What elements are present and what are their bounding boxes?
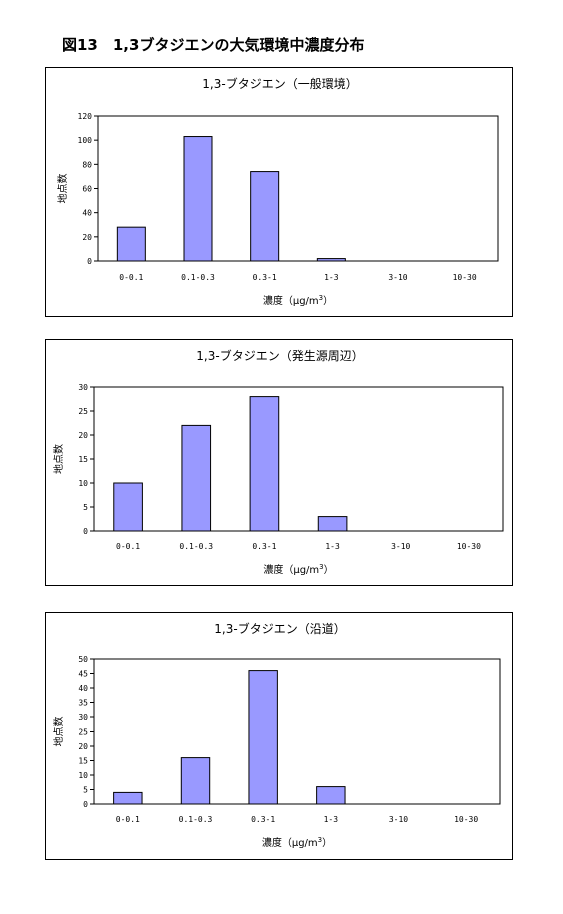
x-axis-label: 濃度（μg/m3） [263, 563, 333, 576]
y-tick-label: 0 [87, 257, 92, 266]
y-tick-label: 5 [83, 503, 88, 512]
y-axis-label: 地点数 [52, 444, 65, 474]
x-tick-label: 0-0.1 [116, 815, 140, 824]
bar-0-0.1 [113, 482, 143, 532]
bar-0.1-0.3 [181, 424, 212, 532]
y-tick-label: 45 [78, 670, 88, 679]
y-tick-label: 0 [83, 800, 88, 809]
y-tick-label: 25 [78, 728, 88, 737]
y-tick-label: 0 [83, 527, 88, 536]
chart-title: 1,3-ブタジエン（一般環境） [202, 76, 357, 91]
y-tick-label: 10 [78, 479, 88, 488]
y-tick-label: 50 [78, 655, 88, 664]
x-tick-label: 0.1-0.3 [181, 273, 215, 282]
y-tick-label: 5 [83, 786, 88, 795]
y-tick-label: 60 [82, 185, 92, 194]
x-tick-label: 0.3-1 [252, 542, 276, 551]
y-tick-label: 10 [78, 771, 88, 780]
chart-panel-roadside: 1,3-ブタジエン（沿道） 0 5 10 15 20 25 30 35 40 45 50 地点数 0-0.… [45, 612, 513, 860]
chart-title: 1,3-ブタジエン（沿道） [214, 621, 345, 636]
plot-area [93, 386, 504, 532]
x-tick-label: 0.1-0.3 [179, 815, 213, 824]
chart-title: 1,3-ブタジエン（発生源周辺） [196, 348, 363, 363]
y-tick-label: 25 [78, 407, 88, 416]
y-tick-label: 20 [78, 742, 88, 751]
x-tick-label: 1-3 [324, 273, 339, 282]
x-axis-label: 濃度（μg/m3） [263, 294, 333, 307]
chart-panel-general: 1,3-ブタジエン（一般環境） 0 20 40 60 80 100 120 地点数 0-0.1 0.… [45, 67, 513, 317]
x-tick-label: 0-0.1 [119, 273, 143, 282]
x-tick-label: 10-30 [454, 815, 478, 824]
x-tick-label: 0.1-0.3 [179, 542, 213, 551]
y-tick-label: 30 [78, 713, 88, 722]
x-tick-label: 10-30 [457, 542, 481, 551]
bar-0.3-1 [250, 171, 280, 262]
chart-general: 1,3-ブタジエン（一般環境） 0 20 40 60 80 100 120 地点数 0-0.1 0.… [56, 76, 499, 307]
y-tick-label: 35 [78, 699, 88, 708]
plot-area [93, 658, 501, 805]
bar-0.3-1 [249, 396, 280, 532]
x-tick-label: 3-10 [391, 542, 410, 551]
y-tick-label: 40 [82, 209, 92, 218]
y-tick-label: 30 [78, 383, 88, 392]
y-tick-label: 100 [78, 136, 93, 145]
x-axis-label: 濃度（μg/m3） [262, 836, 332, 849]
bar-1-3 [317, 516, 348, 532]
x-tick-label: 0-0.1 [116, 542, 140, 551]
x-tick-label: 1-3 [325, 542, 340, 551]
bar-0-0.1 [113, 791, 143, 805]
y-tick-label: 120 [78, 112, 93, 121]
y-tick-label: 15 [78, 455, 88, 464]
x-tick-label: 3-10 [388, 273, 407, 282]
y-axis-label: 地点数 [56, 174, 69, 204]
y-axis-label: 地点数 [52, 717, 65, 747]
bar-0.3-1 [248, 670, 278, 805]
x-tick-label: 0.3-1 [253, 273, 277, 282]
y-tick-label: 80 [82, 160, 92, 169]
y-tick-label: 40 [78, 684, 88, 693]
y-tick-label: 20 [82, 233, 92, 242]
plot-area [97, 115, 499, 262]
bar-0-0.1 [116, 226, 146, 262]
x-tick-label: 0.3-1 [251, 815, 275, 824]
bar-1-3 [316, 786, 346, 805]
x-tick-label: 1-3 [324, 815, 339, 824]
bar-1-3 [316, 258, 346, 262]
bar-0.1-0.3 [183, 136, 213, 262]
x-tick-label: 3-10 [389, 815, 408, 824]
y-tick-label: 15 [78, 757, 88, 766]
figure-title: 図13 1,3ブタジエンの大気環境中濃度分布 [62, 36, 365, 54]
y-tick-label: 20 [78, 431, 88, 440]
chart-roadside: 1,3-ブタジエン（沿道） 0 5 10 15 20 25 30 35 40 45 50 地点数 0-0.… [52, 621, 501, 849]
bar-0.1-0.3 [180, 757, 211, 805]
chart-source: 1,3-ブタジエン（発生源周辺） 0 5 10 15 20 25 30 地点数 0-0.1 0.1-… [52, 348, 504, 576]
chart-panel-source: 1,3-ブタジエン（発生源周辺） 0 5 10 15 20 25 30 地点数 0-0.1 0.1-… [45, 339, 513, 586]
x-tick-label: 10-30 [453, 273, 477, 282]
